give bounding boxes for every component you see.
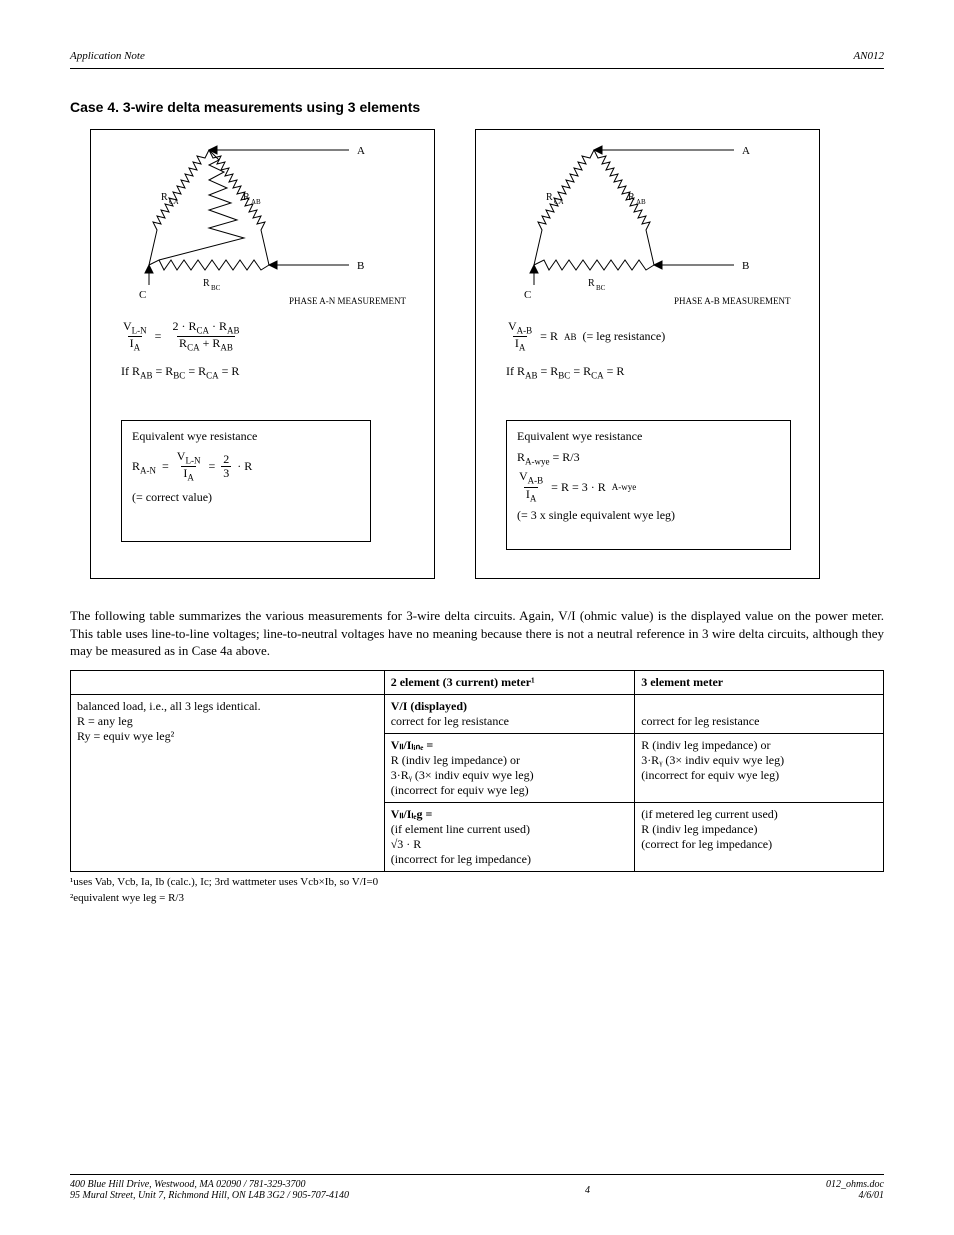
th-2element: 2 element (3 current) meter¹ xyxy=(384,670,634,694)
svg-text:R: R xyxy=(161,192,168,203)
cell: correct for leg resistance xyxy=(635,694,884,733)
cell: Vₗₗ/Iₗᵢₙₑ = R (indiv leg impedance) or 3… xyxy=(384,733,634,802)
table-row: balanced load, i.e., all 3 legs identica… xyxy=(71,694,884,733)
node-c: C xyxy=(139,289,146,301)
wye-box-right: Equivalent wye resistance RA-wye = R/3 V… xyxy=(506,420,791,550)
delta-diagram-right: A B C RCA RAB RBC PHASE A-B MEASUREMENT xyxy=(494,140,794,310)
page-header: Application Note AN012 xyxy=(70,50,884,62)
th-blank xyxy=(71,670,385,694)
header-right: AN012 xyxy=(853,50,884,62)
header-rule xyxy=(70,68,884,69)
panel-left: A B C RCA RAB RBC PHASE A-N MEASUREMENT … xyxy=(90,129,435,579)
formula-right: VA-B IA = RAB (= leg resistance) If RAB … xyxy=(506,320,665,382)
svg-text:R: R xyxy=(546,192,553,203)
svg-text:R: R xyxy=(203,278,210,289)
table-note-2: ²equivalent wye leg = R/3 xyxy=(70,892,884,904)
section-title: Case 4. 3-wire delta measurements using … xyxy=(70,99,884,115)
cell: (if metered leg current used) R (indiv l… xyxy=(635,802,884,871)
row-group-label: balanced load, i.e., all 3 legs identica… xyxy=(71,694,385,871)
cell: Vₗₗ/Iₗₑg = (if element line current used… xyxy=(384,802,634,871)
node-b: B xyxy=(357,260,364,272)
svg-text:CA: CA xyxy=(169,198,179,206)
footer-date: 4/6/01 xyxy=(826,1190,884,1201)
diagram-panels: A B C RCA RAB RBC PHASE A-N MEASUREMENT … xyxy=(90,129,884,579)
page-footer: 400 Blue Hill Drive, Westwood, MA 02090 … xyxy=(70,1174,884,1201)
svg-text:R: R xyxy=(628,192,635,203)
svg-text:B: B xyxy=(742,260,749,272)
summary-table: 2 element (3 current) meter¹ 3 element m… xyxy=(70,670,884,872)
footer-addr-2: 95 Mural Street, Unit 7, Richmond Hill, … xyxy=(70,1190,349,1201)
footer-addr-1: 400 Blue Hill Drive, Westwood, MA 02090 … xyxy=(70,1179,349,1190)
table-note-1: ¹uses Vab, Vcb, Ia, Ib (calc.), Ic; 3rd … xyxy=(70,876,884,888)
cell: R (indiv leg impedance) or 3·Rᵧ (3× indi… xyxy=(635,733,884,802)
panel-right: A B C RCA RAB RBC PHASE A-B MEASUREMENT … xyxy=(475,129,820,579)
svg-text:C: C xyxy=(524,289,531,301)
table-header-row: 2 element (3 current) meter¹ 3 element m… xyxy=(71,670,884,694)
cell: V/I (displayed)correct for leg resistanc… xyxy=(384,694,634,733)
table-intro: The following table summarizes the vario… xyxy=(70,607,884,660)
svg-text:CA: CA xyxy=(554,198,564,206)
svg-text:A: A xyxy=(742,145,750,157)
svg-text:R: R xyxy=(588,278,595,289)
th-3element: 3 element meter xyxy=(635,670,884,694)
svg-text:AB: AB xyxy=(251,198,261,206)
svg-text:BC: BC xyxy=(211,284,221,292)
delta-diagram-left: A B C RCA RAB RBC PHASE A-N MEASUREMENT xyxy=(109,140,409,310)
wye-box-left: Equivalent wye resistance RA-N = VL-N IA… xyxy=(121,420,371,542)
svg-text:BC: BC xyxy=(596,284,606,292)
svg-text:AB: AB xyxy=(636,198,646,206)
svg-text:PHASE A-N MEASUREMENT: PHASE A-N MEASUREMENT xyxy=(289,296,407,306)
footer-page-num: 4 xyxy=(585,1185,590,1196)
footer-doc: 012_ohms.doc xyxy=(826,1179,884,1190)
svg-text:PHASE A-B MEASUREMENT: PHASE A-B MEASUREMENT xyxy=(674,296,791,306)
formula-left: VL-N IA = 2 · RCA · RAB RCA + RAB If RAB… xyxy=(121,320,241,382)
header-left: Application Note xyxy=(70,50,145,62)
svg-text:R: R xyxy=(243,192,250,203)
node-a: A xyxy=(357,145,365,157)
